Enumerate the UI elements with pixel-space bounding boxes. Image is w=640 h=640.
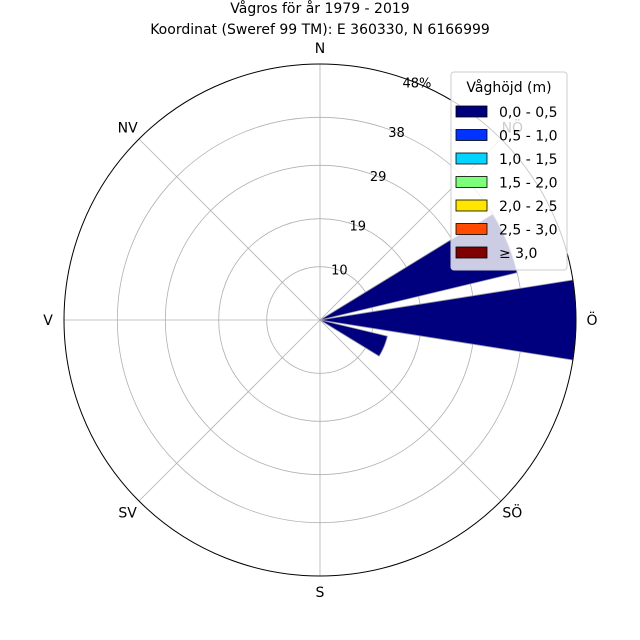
direction-label-7: NV xyxy=(118,121,138,137)
chart-title: Vågros för år 1979 - 2019 xyxy=(230,0,409,17)
legend-swatch-6 xyxy=(455,246,488,259)
rose-bar-2 xyxy=(319,319,388,357)
direction-label-6: V xyxy=(43,313,53,329)
legend-label-4: 2,0 - 2,5 xyxy=(499,199,557,215)
legend-swatch-1 xyxy=(455,129,488,141)
legend-swatch-5 xyxy=(455,223,488,235)
legend-label-1: 0,5 - 1,0 xyxy=(499,129,557,145)
direction-label-3: SÖ xyxy=(502,503,522,521)
legend-title: Våghöjd (m) xyxy=(466,79,551,96)
legend-label-2: 1,0 - 1,5 xyxy=(499,152,557,168)
direction-label-0: N xyxy=(315,41,325,57)
direction-label-5: SV xyxy=(118,505,137,521)
legend-swatch-2 xyxy=(455,152,488,165)
chart-subtitle: Koordinat (Sweref 99 TM): E 360330, N 61… xyxy=(150,22,490,38)
direction-label-2: Ö xyxy=(586,311,597,329)
rose-bar-1 xyxy=(319,279,577,361)
polar-outline xyxy=(63,63,577,577)
legend-label-0: 0,0 - 0,5 xyxy=(499,105,557,121)
radial-tick-label-2: 29 xyxy=(370,170,387,185)
legend-label-6: ≥ 3,0 xyxy=(499,246,537,262)
legend-box xyxy=(450,71,568,271)
legend: Våghöjd (m) 0,0 - 0,5 0,5 - 1,0 1,0 - 1,5 1,… xyxy=(450,71,568,271)
radial-tick-label-3: 38 xyxy=(388,126,405,141)
legend-swatch-4 xyxy=(455,199,488,212)
legend-swatch-0 xyxy=(455,105,488,118)
grid-spoke-5 xyxy=(138,319,321,502)
grid-spoke-3 xyxy=(319,319,502,502)
legend-label-5: 2,5 - 3,0 xyxy=(499,223,557,239)
legend-swatch-3 xyxy=(455,176,488,188)
legend-label-3: 1,5 - 2,0 xyxy=(499,176,557,192)
grid-spoke-7 xyxy=(138,138,321,321)
radial-tick-label-0: 10 xyxy=(331,264,348,279)
radial-tick-label-1: 19 xyxy=(350,219,367,234)
outer-circle xyxy=(63,63,577,577)
radial-tick-labels: 10 19 29 38 48% xyxy=(331,76,431,278)
direction-label-4: S xyxy=(316,585,325,601)
radial-tick-label-4: 48% xyxy=(403,76,432,91)
